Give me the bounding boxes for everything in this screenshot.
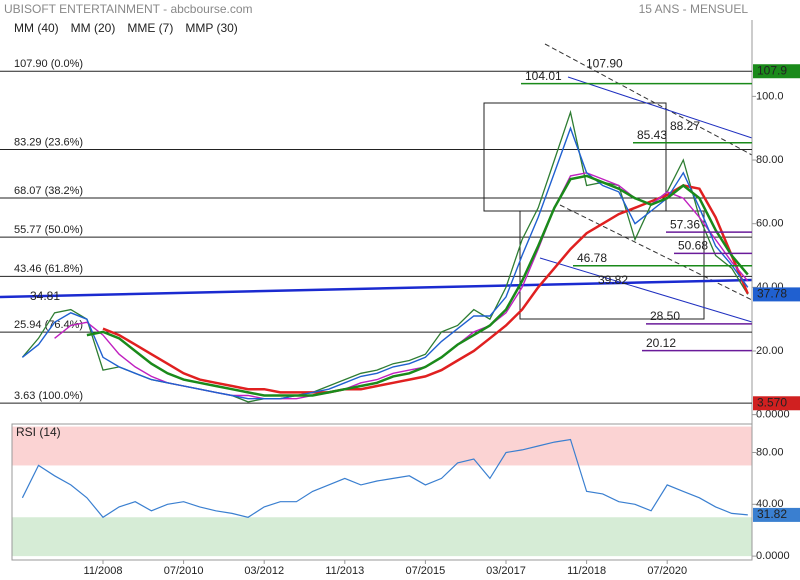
y-tick-label: 60.00 [756,218,784,230]
x-tick-label: 11/2018 [567,565,606,577]
x-tick-label: 03/2017 [486,565,526,577]
fib-label: 55.77 (50.0%) [14,224,83,236]
x-tick-label: 07/2015 [406,565,446,577]
period: 15 ANS - MENSUEL [639,2,749,16]
x-tick-label: 11/2013 [325,565,364,577]
fib-label: 3.63 (100.0%) [14,390,83,402]
trend-line [567,76,753,139]
moving-average [102,184,749,394]
x-tick-label: 07/2010 [164,565,204,577]
price-tag-label: 3.570 [757,395,787,409]
fib-label: 68.07 (38.2%) [14,185,83,197]
moving-average [86,174,749,397]
trend-line [539,257,753,323]
fib-label: 43.46 (61.8%) [14,263,83,275]
legend-entry: MMP (30) [185,21,237,35]
trend-line [544,43,753,156]
annotation: 20.12 [646,336,676,350]
fib-label: 83.29 (23.6%) [14,136,83,148]
fib-label: 25.94 (76.4%) [14,319,83,331]
y-tick-label: 80.00 [756,446,784,458]
y-tick-label: 0.0000 [756,409,790,421]
annotation: 39.82 [598,273,628,287]
oversold-band [12,517,752,557]
overbought-band [12,426,752,466]
price-tag [753,287,800,302]
y-tick-label: 100.0 [756,90,784,102]
annotation: 88.27 [670,119,700,133]
annotation: 50.68 [678,239,708,253]
drawings [0,43,753,323]
moving-average [21,126,749,400]
price-tag-label: 107.9 [757,63,787,77]
annotation: 34.81 [30,289,60,303]
legend-entry: MM (40) [14,21,59,35]
rsi-frame [11,423,753,561]
y-tick-label: 20.00 [756,345,784,357]
x-tick-label: 07/2020 [647,565,687,577]
rsi-title: RSI (14) [16,425,61,439]
box [519,210,705,320]
annotation: 85.43 [637,128,667,142]
support-line [0,278,753,299]
annotation: 57.36 [670,217,700,231]
chart-title: UBISOFT ENTERTAINMENT - abcbourse.com [4,2,253,16]
y-tick-label: 80.00 [756,154,784,166]
rsi-line [21,438,748,519]
x-tick-label: 03/2012 [244,565,284,577]
legend-entry: MME (7) [127,21,173,35]
y-tick-label: 40.00 [756,498,784,510]
annotation: 107.90 [586,56,623,70]
legend-entry: MM (20) [71,21,116,35]
price-tag [753,507,800,522]
y-tick-label: 0.0000 [756,550,790,562]
annotation: 28.50 [650,309,680,323]
annotation: 46.78 [577,251,607,265]
trend-line [559,204,753,301]
annotation: 104.01 [525,69,562,83]
fib-label: 107.90 (0.0%) [14,58,83,70]
price-tag [753,64,800,79]
price-tag-label: 31.82 [757,507,787,521]
price-tag-label: 37.78 [757,287,787,301]
price-tag [753,396,800,411]
x-tick-label: 11/2008 [84,565,123,577]
